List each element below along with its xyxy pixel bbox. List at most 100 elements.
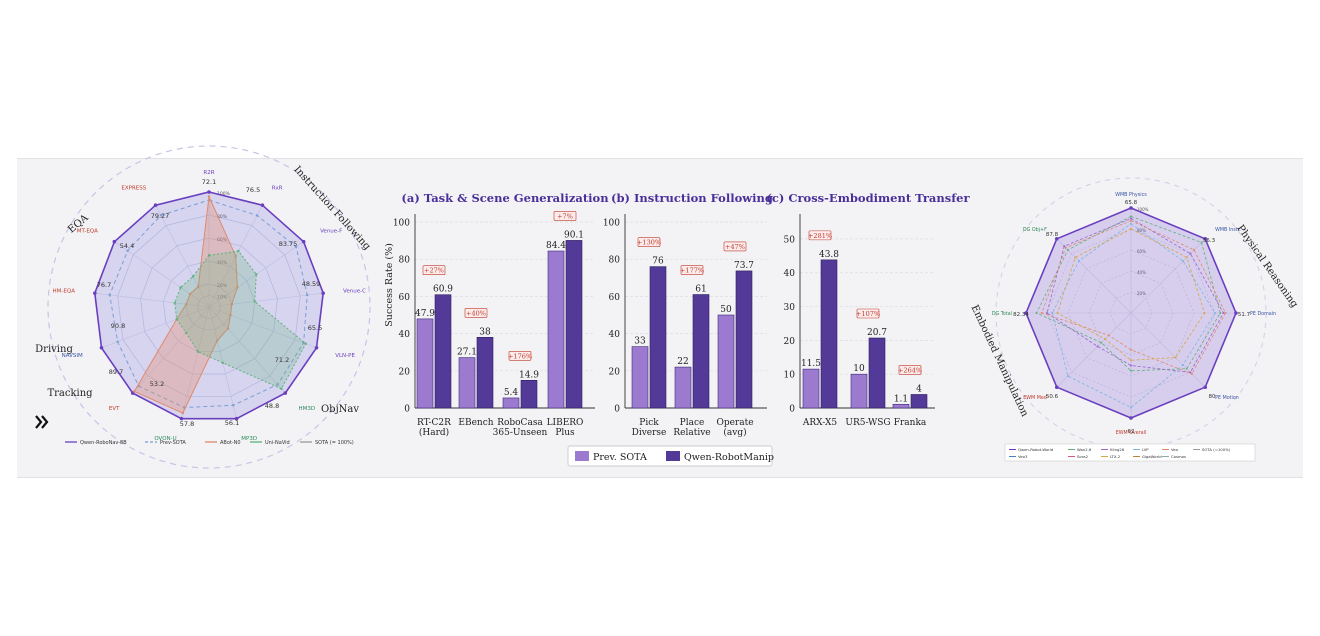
- bar-prev-sota: [717, 314, 735, 409]
- radar1-legend-entry: ABot-N0: [220, 440, 241, 446]
- radar2-value-label: 50.6: [1046, 394, 1059, 400]
- radar1-series-3: [174, 250, 307, 390]
- gain-badge: [680, 265, 704, 275]
- bar-chart-title: (c) Cross-Embodiment Transfer: [766, 191, 970, 205]
- radar1-value-label: 89.7: [109, 368, 123, 376]
- radar2-point: [1046, 312, 1048, 314]
- radar1-point: [207, 195, 211, 198]
- radar2-point: [1203, 236, 1208, 241]
- radar2-axis-label: DG Obj+F: [1023, 227, 1047, 233]
- bar-qwen: [910, 394, 928, 409]
- radar1-outer-arc: [47, 145, 371, 469]
- radar1-axis-label: HM-EQA: [53, 289, 76, 295]
- radar1-point: [216, 339, 219, 342]
- radar2-value-label: 62: [1128, 429, 1135, 435]
- radar2-ring-label: 80%: [1137, 228, 1146, 233]
- y-tick-label: 100: [603, 219, 620, 229]
- radar1-ring: [197, 295, 221, 319]
- bar-qwen: [649, 266, 667, 409]
- radar2-legend-entry: Kling26: [1110, 447, 1125, 452]
- radar1-ring: [117, 214, 301, 397]
- radar1-point: [230, 303, 234, 306]
- bar-qwen: [565, 240, 583, 409]
- radar1-axis-label: Venue-F: [320, 228, 342, 234]
- radar1-value-label: 57.8: [180, 420, 194, 428]
- gain-label: +130%: [637, 239, 661, 247]
- category-label: RoboCasa 365-Unseen: [493, 418, 548, 438]
- radar2-legend-entry: GigaWorld: [1142, 454, 1162, 459]
- radar2-point: [1234, 311, 1238, 315]
- bar-qwen: [434, 294, 452, 409]
- radar2-point: [1066, 375, 1069, 378]
- radar1-point: [207, 254, 211, 257]
- radar1-point: [321, 291, 325, 295]
- radar1-point: [221, 361, 224, 365]
- y-tick-label: 80: [609, 256, 621, 266]
- radar2-legend-entry: SOTA (=100%): [1202, 447, 1231, 452]
- bar-value-label: 47.9: [415, 309, 435, 319]
- radar1-point: [188, 292, 192, 296]
- radar2-value-label: 80: [1209, 394, 1216, 400]
- radar2-point: [1219, 312, 1222, 314]
- bar-value-label: 76: [652, 257, 664, 267]
- radar2-legend-entry: LTX-2: [1110, 454, 1121, 459]
- radar1-point: [191, 275, 195, 278]
- radar1-value-label: 48.8: [265, 402, 279, 410]
- radar2-axis-label: EWM Med: [1023, 395, 1047, 401]
- radar2-legend-entry: Wan2.6: [1077, 447, 1092, 452]
- radar1-point: [179, 416, 184, 421]
- radar1-ring-label: 100%: [217, 191, 231, 197]
- radar1-spoke: [101, 306, 210, 349]
- radar1-ring-label: 60%: [217, 237, 228, 243]
- radar1-value-label: 48.59: [302, 280, 321, 288]
- radar1-point: [234, 254, 237, 258]
- radar1-value-label: 90.8: [111, 322, 125, 330]
- gain-badge: [637, 237, 661, 247]
- radar1-axis-label: EXPRESS: [121, 185, 146, 191]
- radar1-value-label: 76.5: [246, 186, 260, 194]
- bar-value-label: 20.7: [867, 328, 887, 338]
- gain-label: +107%: [856, 310, 880, 318]
- radar1-point: [207, 190, 211, 194]
- radar1-point: [314, 345, 319, 350]
- radar1-point: [255, 273, 258, 276]
- bar-value-label: 4: [916, 384, 922, 394]
- y-tick-label: 10: [784, 371, 796, 381]
- radar2-point: [1051, 312, 1054, 314]
- bar-value-label: 38: [479, 327, 491, 337]
- radar2-point: [1181, 260, 1184, 263]
- radar1-spoke: [208, 306, 286, 394]
- bar-qwen: [692, 294, 710, 409]
- bar-value-label: 14.9: [519, 370, 539, 380]
- radar2-ring-label: 40%: [1137, 270, 1146, 275]
- radar2-spoke: [1130, 312, 1206, 388]
- legend-swatch-prev: [575, 451, 589, 461]
- radar1-spoke: [114, 241, 210, 308]
- y-tick-label: 20: [609, 367, 621, 377]
- radar-chart-world-model: 100% 80% 60% 40% 20% WMB Physics WMB Instr. PE …: [969, 177, 1300, 462]
- radar2-point: [1130, 369, 1132, 372]
- legend-entry-prev: Prev. SOTA: [593, 452, 647, 463]
- y-tick-label: 20: [784, 337, 796, 347]
- radar2-point: [1035, 312, 1038, 314]
- bar-value-label: 27.1: [457, 348, 477, 358]
- radar1-point: [253, 300, 256, 303]
- category-label: LIBERO Plus: [547, 418, 584, 438]
- radar2-series-2: [1046, 218, 1224, 373]
- y-tick-label: 40: [399, 330, 411, 340]
- radar2-point: [1214, 312, 1216, 314]
- radar1-value-label: 83.75: [279, 240, 298, 248]
- radar1-spoke: [208, 306, 317, 349]
- radar2-point: [1100, 341, 1103, 344]
- radar2-point: [1189, 252, 1192, 255]
- radar2-value-label: 56.3: [1203, 238, 1216, 244]
- radar2-point: [1078, 260, 1081, 263]
- bar-value-label: 50: [720, 305, 732, 315]
- radar1-group-label: Tracking: [47, 388, 93, 399]
- radar1-point: [112, 239, 117, 244]
- radar1-point: [260, 203, 265, 207]
- bar-prev-sota: [850, 373, 868, 409]
- radar2-point: [1130, 222, 1132, 225]
- bar-value-label: 84.4: [546, 241, 566, 251]
- gain-badge: [723, 241, 747, 252]
